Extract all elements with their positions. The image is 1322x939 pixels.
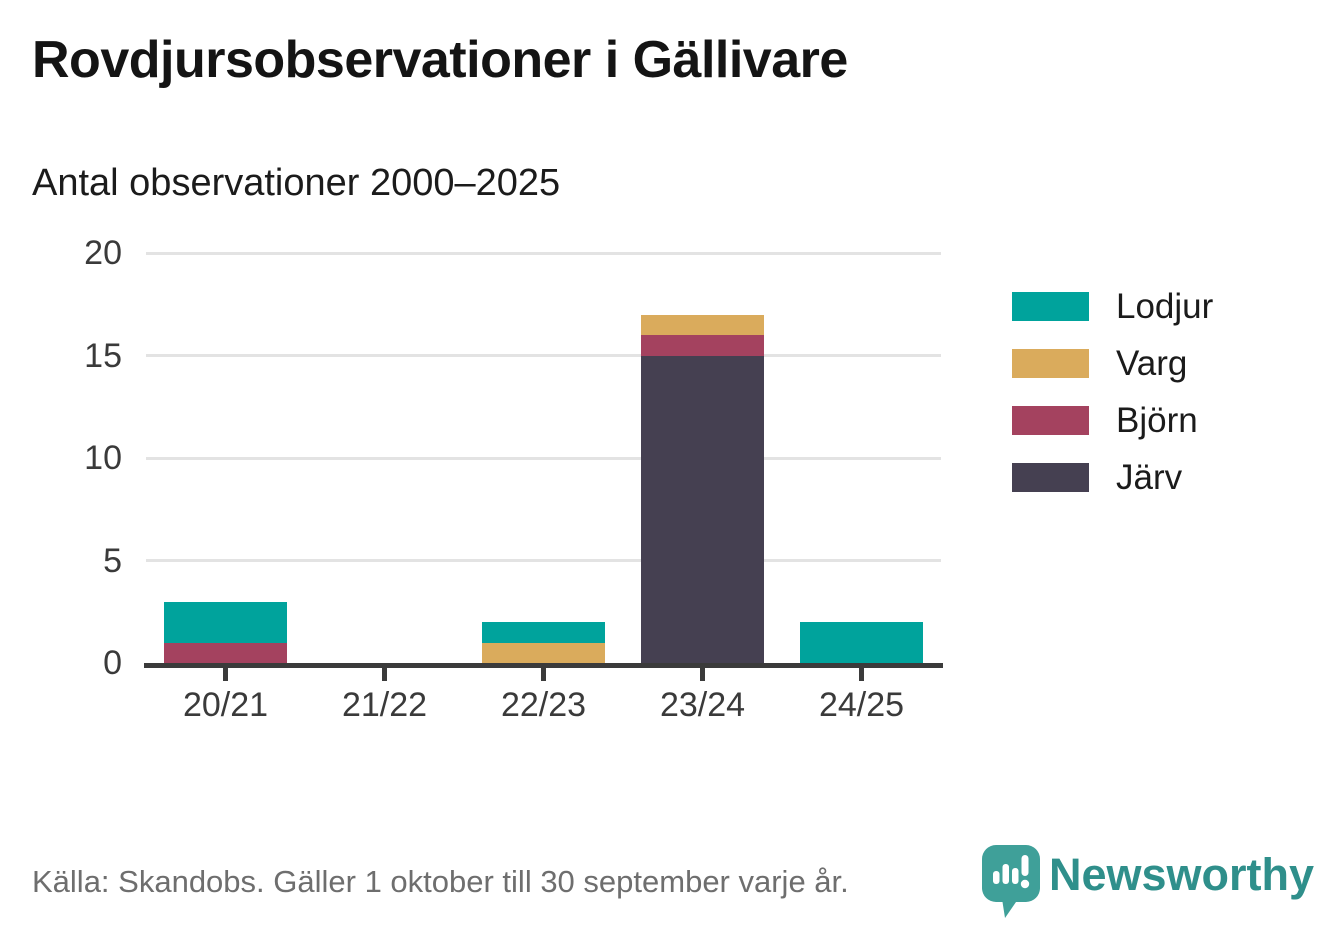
gridline-5 <box>146 559 941 562</box>
bar-group-20-21 <box>146 253 305 663</box>
legend-swatch-björn <box>1012 406 1089 435</box>
legend-item-järv: Järv <box>1012 458 1213 497</box>
bar-segment-lodjur <box>164 601 287 643</box>
axis-tick <box>541 668 546 681</box>
legend: Lodjur Varg Björn Järv <box>1012 287 1213 520</box>
brand-wordmark: Newsworthy <box>1049 849 1315 900</box>
newsworthy-brand: Newsworthy <box>981 844 1314 925</box>
legend-label: Varg <box>1116 343 1188 383</box>
legend-label: Lodjur <box>1116 286 1214 326</box>
axis-tick <box>223 668 228 681</box>
legend-swatch-lodjur <box>1012 292 1089 321</box>
stacked-bar <box>482 622 605 663</box>
bar-segment-björn <box>164 642 287 663</box>
axis-tick <box>700 668 705 681</box>
x-axis-label: 23/24 <box>659 686 746 724</box>
x-axis-label: 20/21 <box>182 686 269 724</box>
bar-segment-järv <box>641 355 764 663</box>
bar-segment-lodjur <box>800 622 923 663</box>
legend-item-lodjur: Lodjur <box>1012 287 1213 326</box>
bar-segment-varg <box>641 314 764 335</box>
stacked-bar <box>164 601 287 663</box>
x-axis-line <box>144 663 943 668</box>
newsworthy-logo-icon <box>981 844 1041 925</box>
stacked-bar <box>641 314 764 663</box>
bar-segment-björn <box>641 335 764 356</box>
bar-group-22-23 <box>464 253 623 663</box>
x-axis-label: 22/23 <box>500 686 587 724</box>
y-axis-label: 0 <box>103 644 122 682</box>
bar-segment-varg <box>482 642 605 663</box>
y-axis-label: 10 <box>84 439 122 477</box>
bar-group-21-22 <box>305 253 464 663</box>
legend-swatch-järv <box>1012 463 1089 492</box>
y-axis-label: 5 <box>103 541 122 580</box>
legend-swatch-varg <box>1012 349 1089 378</box>
legend-item-björn: Björn <box>1012 401 1213 440</box>
page-title: Rovdjursobservationer i Gällivare <box>32 31 848 89</box>
legend-label: Björn <box>1116 400 1198 440</box>
x-axis-label: 21/22 <box>341 686 428 724</box>
bar-segment-lodjur <box>482 622 605 643</box>
bar-group-24-25 <box>782 253 941 663</box>
bar-group-23-24 <box>623 253 782 663</box>
x-axis-label: 24/25 <box>818 686 905 724</box>
gridline-20 <box>146 251 941 255</box>
source-note: Källa: Skandobs. Gäller 1 oktober till 3… <box>32 864 849 899</box>
legend-label: Järv <box>1116 457 1183 497</box>
y-axis: 0 5 10 15 20 <box>0 234 122 682</box>
gridline-15 <box>146 354 941 357</box>
plot-area <box>144 251 943 681</box>
chart-subtitle: Antal observationer 2000–2025 <box>32 162 561 204</box>
axis-tick <box>382 668 387 681</box>
y-axis-label: 20 <box>84 234 122 272</box>
legend-item-varg: Varg <box>1012 344 1213 383</box>
stacked-bar <box>800 622 923 663</box>
axis-tick <box>859 668 864 681</box>
y-axis-label: 15 <box>84 336 122 375</box>
gridline-10 <box>146 456 941 460</box>
